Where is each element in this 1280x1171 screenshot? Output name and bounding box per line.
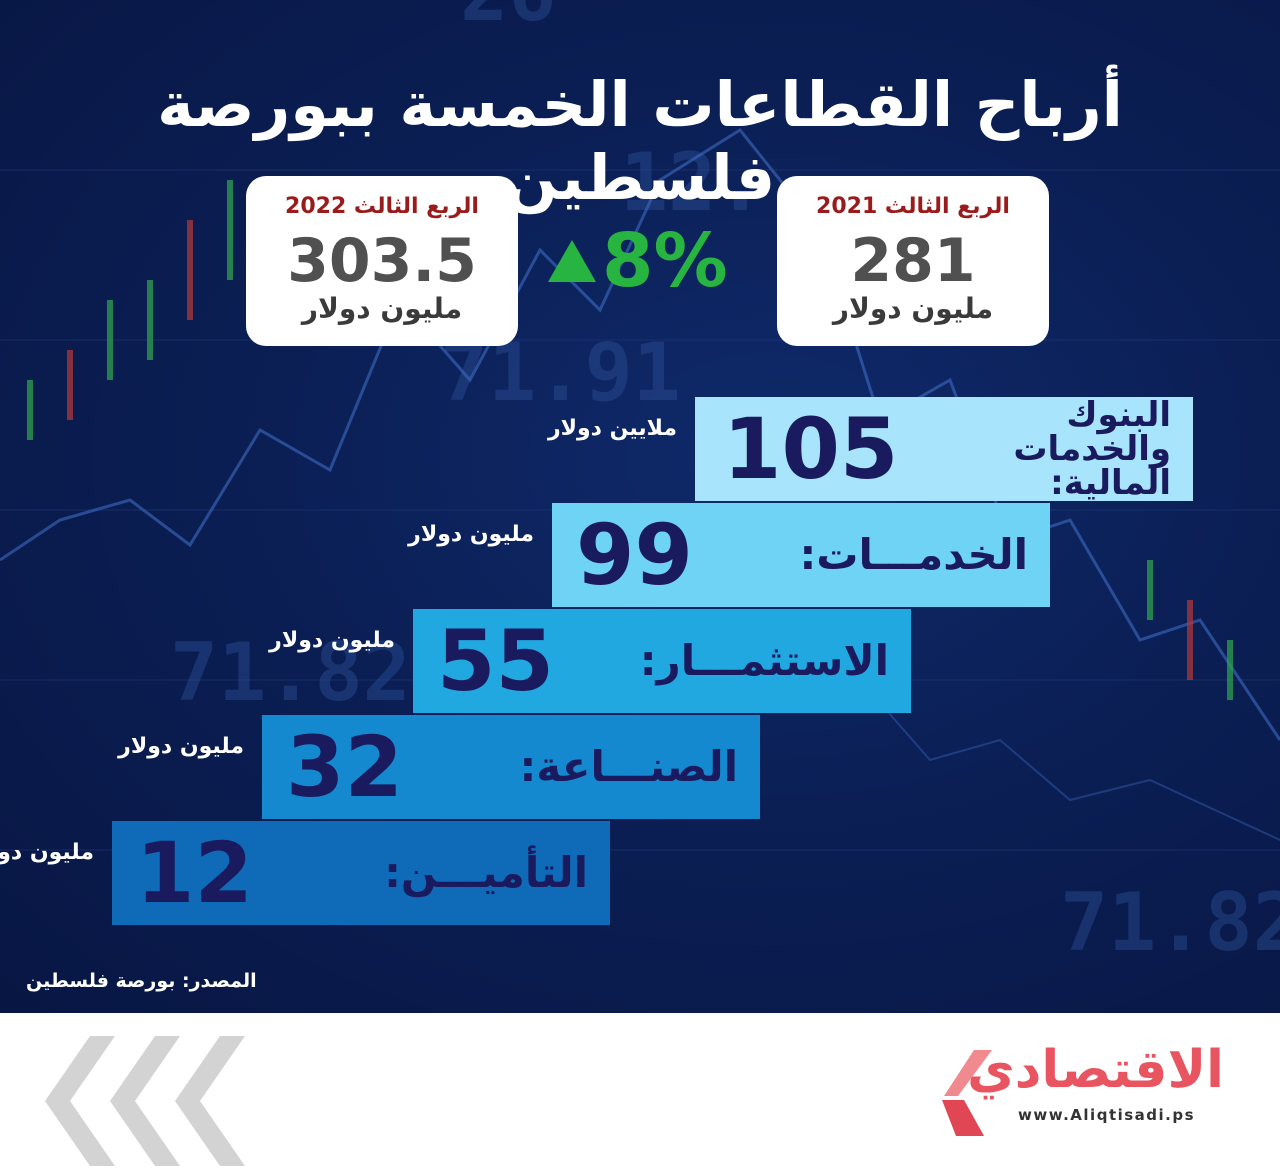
page-title: أرباح القطاعات الخمسة ببورصة فلسطين — [157, 68, 1123, 214]
sector-unit: مليون دولار — [0, 840, 94, 865]
period-card-quarter: الربع الثالث 2021 — [816, 194, 1010, 219]
sector-label: الخدمـــات: — [799, 530, 1028, 579]
background-decoration: 71.91 71.82 71.82 12. 26 — [0, 0, 1280, 969]
sector-label: الاستثمـــار: — [639, 636, 889, 685]
brand-url: www.Aliqtisadi.ps — [1018, 1106, 1196, 1124]
svg-text:71.82: 71.82 — [170, 626, 411, 719]
period-card-value: 281 — [850, 226, 976, 296]
sector-value: 55 — [437, 612, 554, 710]
sector-bar: التأميـــن: 12 — [112, 821, 610, 925]
sector-unit: مليون دولار — [408, 522, 534, 547]
period-card-quarter: الربع الثالث 2022 — [285, 194, 479, 219]
sector-unit: مليون دولار — [118, 734, 244, 759]
brand-mark-icon — [942, 1050, 992, 1136]
sector-value: 32 — [286, 718, 403, 816]
svg-text:71.82: 71.82 — [1060, 876, 1280, 969]
svg-text:26: 26 — [460, 0, 556, 39]
footer: الاقتصادي www.Aliqtisadi.ps — [0, 1013, 1280, 1170]
sector-label: البنوك والخدمات المالية: — [1013, 395, 1171, 503]
sector-unit: ملايين دولار — [547, 416, 677, 441]
chevron-arrows-icon — [45, 1036, 245, 1166]
sector-label: الصنـــاعة: — [519, 742, 739, 791]
source-note: المصدر: بورصة فلسطين — [26, 970, 257, 992]
period-card-2021: الربع الثالث 2021 281 مليون دولار — [777, 176, 1049, 346]
period-card-unit: مليون دولار — [832, 292, 994, 325]
brand-logo: الاقتصادي www.Aliqtisadi.ps — [930, 1040, 1230, 1140]
change-value: 8% — [602, 218, 728, 304]
sector-bar: الصنـــاعة: 32 — [262, 715, 760, 819]
sector-value: 105 — [723, 400, 899, 498]
period-card-value: 303.5 — [287, 226, 477, 296]
sector-bar: الخدمـــات: 99 — [552, 503, 1050, 607]
sector-bar: الاستثمـــار: 55 — [413, 609, 911, 713]
period-card-2022: الربع الثالث 2022 303.5 مليون دولار — [246, 176, 518, 346]
sector-unit: مليون دولار — [269, 628, 395, 653]
brand-name: الاقتصادي — [967, 1040, 1224, 1100]
up-arrow-icon — [548, 240, 596, 282]
sector-value: 99 — [576, 506, 693, 604]
sector-label: التأميـــن: — [384, 848, 588, 897]
sector-value: 12 — [136, 824, 253, 922]
sector-bar: البنوك والخدمات المالية: 105 — [695, 397, 1193, 501]
change-indicator: 8% — [540, 218, 750, 304]
period-card-unit: مليون دولار — [301, 292, 463, 325]
